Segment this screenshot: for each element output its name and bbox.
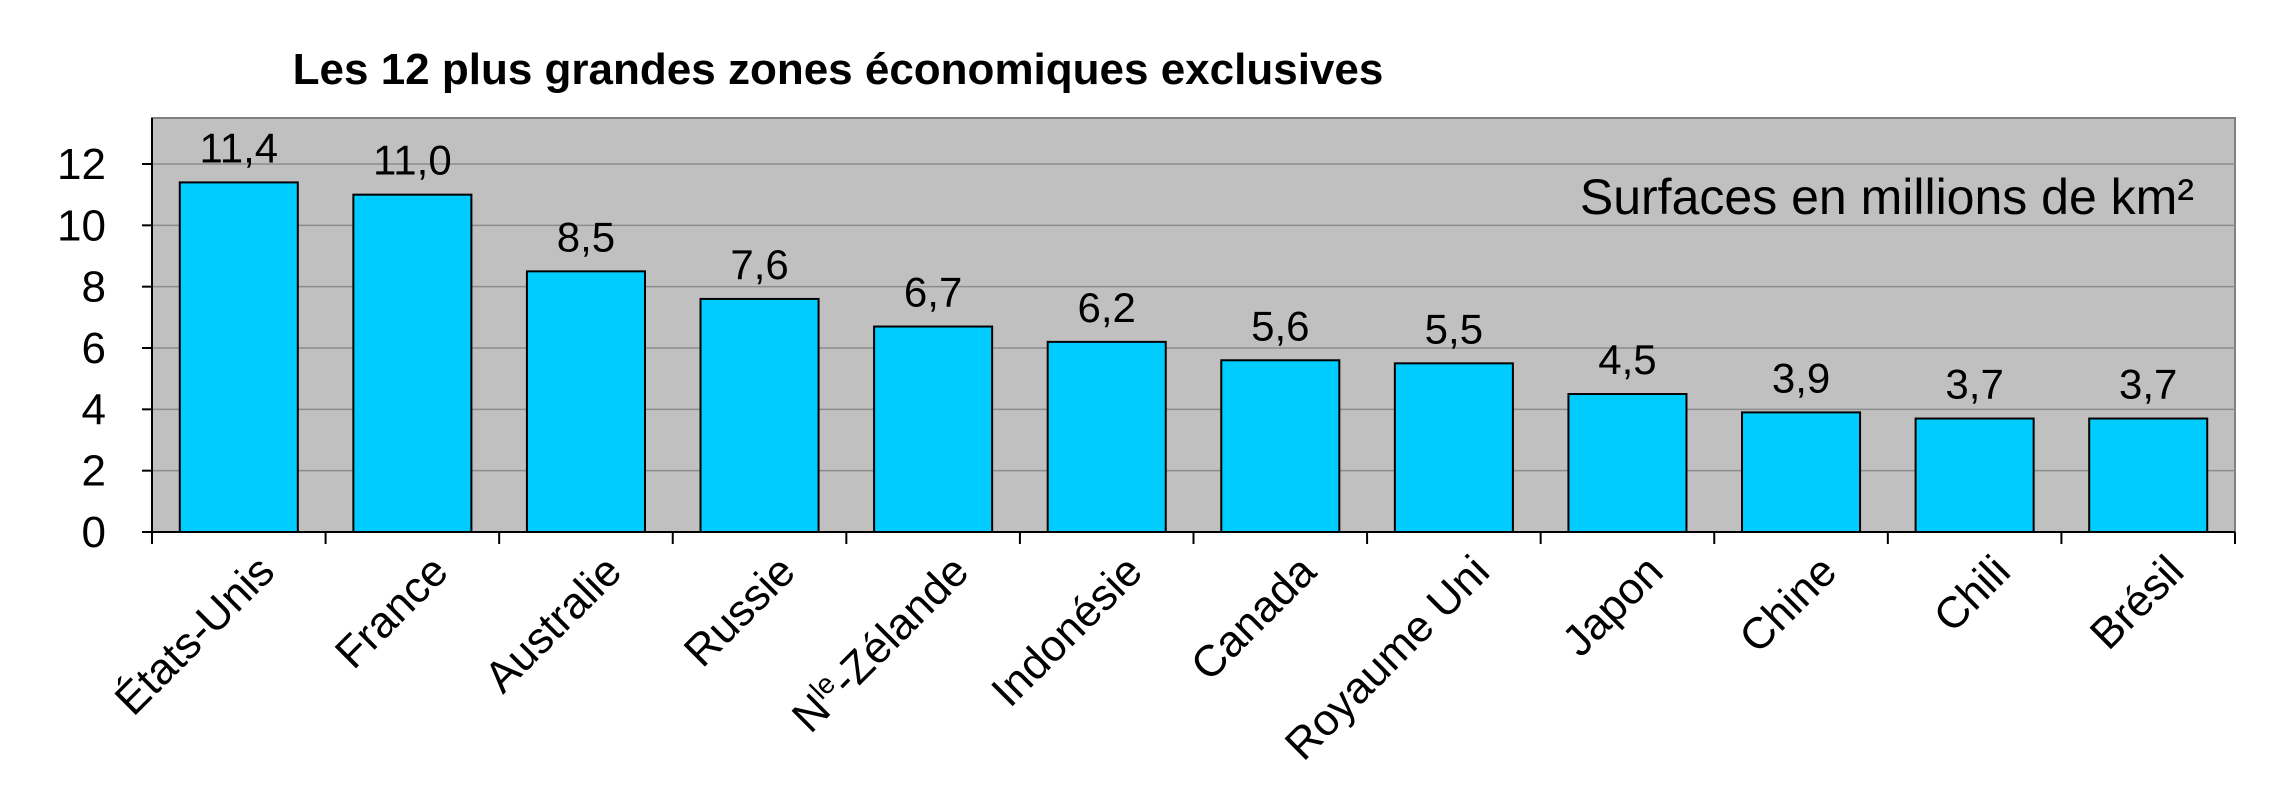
data-label: 6,7 [904, 269, 962, 316]
chart-title: Les 12 plus grandes zones économiques ex… [293, 45, 1384, 94]
bar [1567, 393, 1688, 533]
x-tick-label: Canada [1182, 546, 1326, 690]
bar [2088, 417, 2209, 533]
x-tick-label: États-Unis [106, 546, 284, 724]
bar [1220, 359, 1341, 533]
data-labels: 11,4 11,0 8,5 7,6 6,7 6,2 5,6 5,5 4,5 3,9 3,7 3,7 [199, 124, 2177, 407]
data-label: 4,5 [1598, 336, 1656, 383]
y-tick-label: 12 [57, 140, 106, 189]
bar [1393, 362, 1514, 534]
data-label: 6,2 [1078, 284, 1136, 331]
data-label: 5,6 [1251, 302, 1309, 349]
x-tick-label: Russie [675, 546, 805, 676]
plot-area [151, 117, 2236, 533]
data-label: 7,6 [730, 241, 788, 288]
bar [178, 181, 299, 533]
bar [873, 325, 994, 533]
bar [1046, 340, 1167, 533]
x-tick-label: Nle-Zélande [781, 545, 978, 742]
bars [178, 181, 2209, 534]
x-tick-label: Japon [1553, 546, 1672, 665]
x-tick-label: Indonésie [982, 546, 1152, 716]
y-tick-label: 10 [57, 201, 106, 250]
units-annotation: Surfaces en millions de km² [1580, 169, 2194, 225]
gridlines [152, 163, 2235, 472]
data-label: 3,9 [1772, 354, 1830, 401]
bar [525, 270, 646, 533]
x-axis-ticks: États-Unis France Australie RussieNle-Zélan… [106, 545, 2194, 770]
y-tick-label: 2 [82, 447, 106, 496]
y-axis-ticks: 0 2 4 6 8 10 12 [57, 140, 106, 557]
bar [1914, 417, 2035, 533]
data-label: 11,4 [199, 124, 278, 171]
y-tick-label: 4 [82, 385, 106, 434]
bar [1741, 411, 1862, 533]
data-label: 3,7 [2119, 361, 2177, 408]
bar [352, 193, 473, 534]
data-label: 11,0 [373, 137, 452, 184]
y-tick-label: 6 [82, 324, 106, 373]
data-label: 5,5 [1425, 305, 1483, 352]
bar [699, 297, 820, 533]
axes [142, 118, 2236, 544]
y-tick-label: 8 [82, 263, 106, 312]
x-tick-label: Chili [1925, 546, 2020, 641]
x-tick-label: Australie [475, 546, 631, 702]
x-tick-label: France [326, 546, 457, 677]
x-tick-label: Brésil [2081, 546, 2193, 658]
y-tick-label: 0 [82, 508, 106, 557]
data-label: 8,5 [557, 213, 615, 260]
x-tick-label: Chine [1730, 546, 1846, 662]
data-label: 3,7 [1945, 361, 2003, 408]
